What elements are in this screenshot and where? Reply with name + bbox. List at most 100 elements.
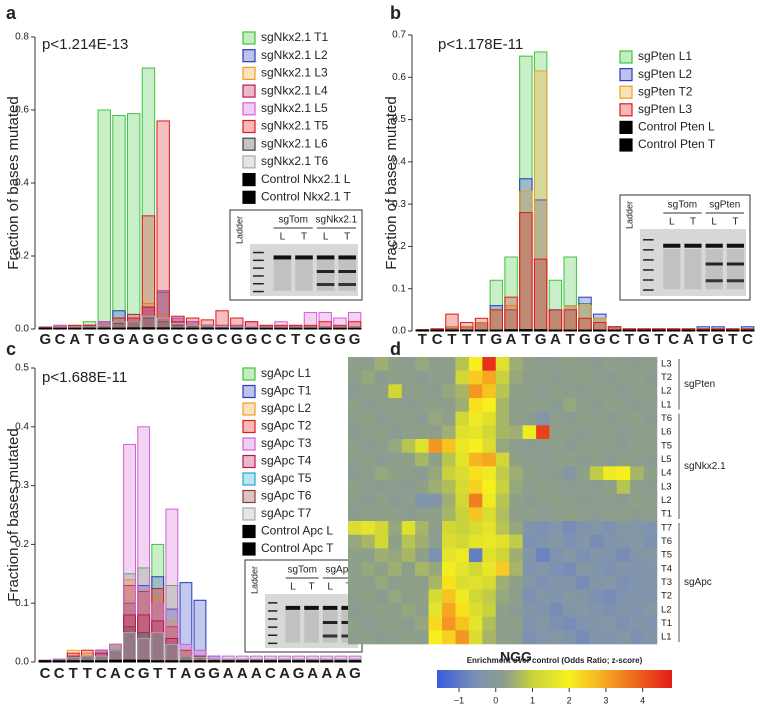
bar <box>151 660 165 663</box>
inset-group-label: sgNkx2.1 <box>316 215 358 226</box>
row-label: T1 <box>661 618 672 629</box>
heat-cell <box>428 425 443 440</box>
bar <box>726 329 740 332</box>
heat-cell <box>374 562 389 576</box>
legend-label: sgApc T6 <box>261 489 312 503</box>
heat-cell <box>509 589 523 604</box>
heat-cell <box>643 370 658 385</box>
heat-cell <box>522 589 537 604</box>
legend-label: Control Nkx2.1 T <box>261 189 351 203</box>
heat-cell <box>643 425 658 440</box>
heat-cell <box>603 370 617 385</box>
heat-cell <box>509 630 523 645</box>
y-tick-label: 0.2 <box>15 539 29 550</box>
heat-cell <box>388 452 403 467</box>
heat-cell <box>536 425 550 440</box>
heat-cell <box>549 480 564 494</box>
heat-cell <box>388 616 403 631</box>
heat-cell <box>549 384 564 399</box>
legend-label: sgApc T2 <box>261 419 312 433</box>
gel-band <box>643 279 654 281</box>
heat-cell <box>468 384 483 399</box>
inset-lane-label: T <box>732 217 738 228</box>
legend-label: sgNkx2.1 T6 <box>261 154 328 168</box>
bar <box>127 327 141 330</box>
heat-cell <box>468 548 483 563</box>
heat-cell <box>509 384 523 399</box>
heat-cell <box>374 603 389 617</box>
heat-cell <box>361 630 376 645</box>
heat-cell <box>482 616 497 631</box>
bar <box>230 327 244 330</box>
heat-cell <box>589 507 604 522</box>
heat-cell <box>522 398 537 412</box>
gel-band <box>684 243 702 248</box>
heat-cell <box>468 493 483 508</box>
row-label: T6 <box>661 413 672 424</box>
heat-cell <box>388 589 403 604</box>
inset-group-label: sgApc <box>326 565 354 576</box>
sequence-letter: A <box>321 665 332 682</box>
gel-band <box>316 270 335 273</box>
heat-cell <box>455 411 470 426</box>
sequence-letter: C <box>96 665 107 682</box>
gel-smear <box>304 610 319 643</box>
heat-cell <box>482 575 497 590</box>
row-label: T3 <box>661 577 672 588</box>
heat-cell <box>589 616 604 631</box>
sequence-letter: A <box>223 665 234 682</box>
heat-cell <box>576 630 591 645</box>
heat-cell <box>549 589 564 604</box>
heat-cell <box>616 562 631 576</box>
heat-cell <box>415 411 429 426</box>
heat-cell <box>348 439 362 453</box>
heat-cell <box>495 575 510 590</box>
heat-cell <box>616 575 631 590</box>
bar <box>474 329 489 332</box>
heat-cell <box>428 507 443 522</box>
heat-cell <box>643 466 658 481</box>
heat-cell <box>401 534 416 549</box>
heat-cell <box>348 480 362 494</box>
heat-cell <box>361 439 376 453</box>
heat-cell <box>455 466 470 481</box>
heat-cell <box>562 452 577 467</box>
inset-lane-label: L <box>280 232 286 243</box>
heat-cell <box>388 603 403 617</box>
heat-cell <box>630 493 644 508</box>
sequence-letter: T <box>83 665 92 682</box>
bar <box>94 660 108 663</box>
gel-band <box>268 602 278 604</box>
heat-cell <box>495 548 510 563</box>
heat-cell <box>482 630 497 645</box>
heat-cell <box>348 521 362 535</box>
heat-cell <box>374 507 389 522</box>
heat-cell <box>374 439 389 453</box>
bar <box>289 327 303 330</box>
bar <box>320 660 334 663</box>
bar <box>278 660 291 663</box>
heat-cell <box>401 466 416 481</box>
bar <box>415 329 430 332</box>
bar <box>637 329 651 332</box>
heat-cell <box>495 452 510 467</box>
heat-cell <box>536 452 550 467</box>
heat-cell <box>442 534 456 549</box>
row-label: L1 <box>661 399 672 410</box>
heat-cell <box>455 630 470 645</box>
heat-cell <box>549 398 564 412</box>
panel-label: b <box>390 3 401 23</box>
bar <box>80 660 94 663</box>
gel-band <box>322 605 338 610</box>
heat-cell <box>348 425 362 440</box>
heat-cell <box>643 562 658 576</box>
heat-cell <box>442 603 456 617</box>
gel-band <box>268 642 278 645</box>
heat-cell <box>482 534 497 549</box>
heat-cell <box>468 521 483 535</box>
heat-cell <box>428 521 443 535</box>
sequence-letter: T <box>69 665 78 682</box>
heat-cell <box>549 603 564 617</box>
legend-swatch <box>242 367 256 381</box>
gel-smear <box>295 259 313 291</box>
